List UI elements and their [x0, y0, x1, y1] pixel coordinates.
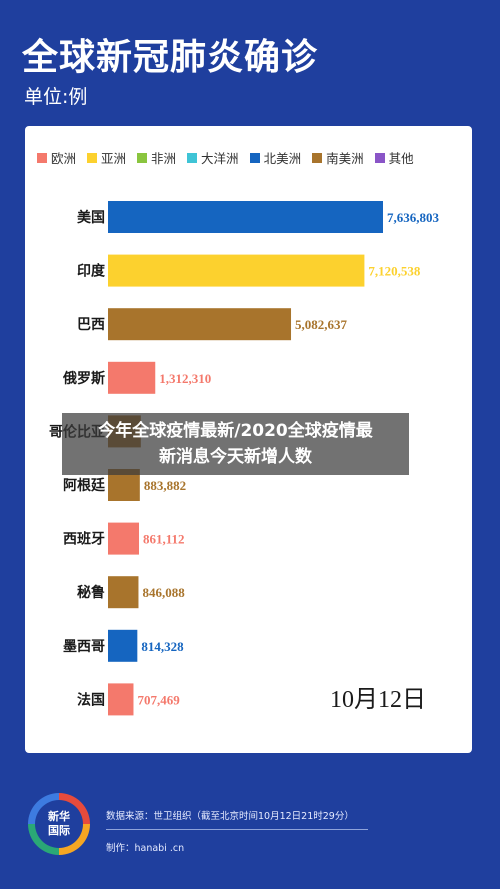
xinhua-logo: 新华 国际 — [28, 793, 90, 855]
value-label: 883,882 — [144, 478, 186, 493]
bar — [108, 201, 383, 233]
legend-item-asia: 亚洲 — [87, 148, 126, 167]
date-note: 10月12日 — [330, 687, 426, 713]
bar — [108, 361, 156, 394]
logo-text: 新华 国际 — [35, 800, 83, 848]
legend-swatch — [187, 152, 198, 163]
category-label: 巴西 — [77, 317, 105, 333]
headline-overlay[interactable]: 今年全球疫情最新/2020全球疫情最 新消息今天新增人数 — [62, 413, 409, 475]
category-label: 法国 — [77, 691, 105, 708]
bar — [108, 522, 140, 555]
value-label: 861,112 — [143, 532, 185, 547]
unit-label: 单位:例 — [24, 86, 88, 108]
legend-item-africa: 非洲 — [137, 148, 176, 167]
legend-label: 北美洲 — [263, 151, 302, 166]
bar — [108, 254, 365, 287]
bar — [108, 683, 134, 716]
legend-item-other: 其他 — [374, 148, 414, 167]
bar — [108, 576, 139, 609]
data-source: 数据来源：世卫组织（截至北京时间10月12日21时29分） — [106, 811, 354, 822]
maker-credit: 制作：hanabi .cn — [106, 843, 185, 854]
bar — [108, 629, 138, 662]
legend-swatch — [37, 152, 47, 163]
category-label: 秘鲁 — [77, 584, 105, 601]
category-label: 印度 — [77, 263, 106, 280]
legend-swatch — [137, 152, 148, 163]
legend-swatch — [249, 152, 260, 163]
value-label: 1,312,310 — [159, 371, 211, 386]
legend-item-europe: 欧洲 — [37, 148, 76, 167]
legend-item-north-america: 北美洲 — [249, 148, 302, 167]
legend-swatch — [87, 152, 98, 163]
legend-swatch — [374, 152, 385, 163]
bar — [108, 308, 292, 341]
legend-label: 其他 — [388, 151, 414, 166]
category-label: 墨西哥 — [63, 639, 105, 655]
value-label: 707,469 — [137, 692, 180, 707]
value-label: 7,120,538 — [368, 264, 421, 279]
headline-line-1: 今年全球疫情最新/2020全球疫情最 — [98, 421, 373, 441]
category-label: 西班牙 — [63, 531, 105, 548]
chart-legend: 欧洲 亚洲 非洲 大洋洲 北美洲 南美洲 其他 — [37, 148, 464, 167]
category-label: 俄罗斯 — [62, 370, 105, 387]
legend-swatch — [312, 152, 323, 163]
headline-line-2: 新消息今天新增人数 — [159, 447, 312, 467]
legend-label: 亚洲 — [101, 151, 127, 166]
category-label: 美国 — [77, 209, 105, 226]
page-title: 全球新冠肺炎确诊 — [22, 37, 319, 78]
legend-label: 南美洲 — [326, 151, 364, 166]
legend-label: 欧洲 — [51, 151, 77, 166]
category-label: 阿根廷 — [63, 477, 106, 494]
legend-label: 大洋洲 — [201, 151, 239, 166]
value-label: 814,328 — [141, 639, 184, 654]
footer-divider — [106, 829, 368, 830]
value-label: 5,082,637 — [295, 317, 348, 332]
bar-chart: 美国 7,636,803 印度 7,120,538 巴西 5,082,637 俄罗斯 1,31… — [49, 201, 440, 716]
legend-item-south-america: 南美洲 — [312, 148, 364, 167]
value-label: 7,636,803 — [387, 210, 440, 225]
value-label: 846,088 — [142, 585, 185, 600]
legend-item-oceania: 大洋洲 — [187, 148, 239, 167]
legend-label: 非洲 — [151, 151, 177, 166]
